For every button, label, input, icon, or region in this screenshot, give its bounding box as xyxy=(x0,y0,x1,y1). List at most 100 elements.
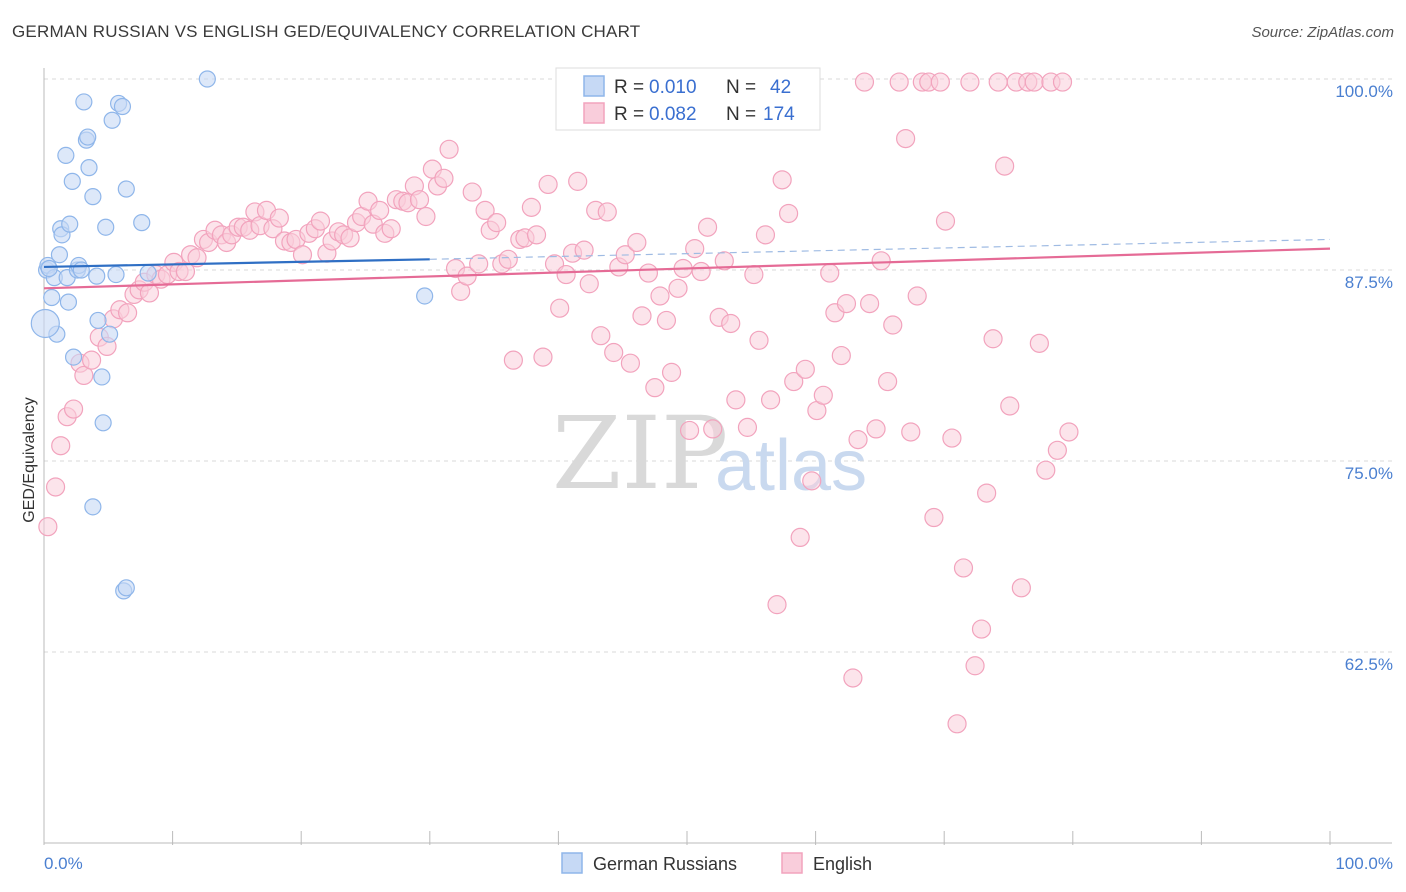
english-point xyxy=(971,619,992,639)
english-point xyxy=(703,419,723,439)
german-russian-point xyxy=(133,214,151,232)
english-point xyxy=(632,306,652,326)
german-russian-point xyxy=(107,265,125,284)
german-russian-points xyxy=(30,70,434,600)
german-russian-point xyxy=(139,264,157,282)
legend-r-label-1: R = xyxy=(614,77,644,98)
chart-title: GERMAN RUSSIAN VS ENGLISH GED/EQUIVALENC… xyxy=(12,22,641,41)
english-point xyxy=(714,251,734,271)
german-russian-point xyxy=(94,414,112,432)
english-point xyxy=(51,436,71,456)
y-tick-label: 100.0% xyxy=(1335,82,1393,101)
english-point xyxy=(848,430,868,450)
english-point xyxy=(726,390,746,410)
watermark-atlas: atlas xyxy=(715,426,867,506)
english-point xyxy=(292,245,313,265)
german-russian-trend-line xyxy=(43,258,430,269)
axes xyxy=(43,68,1392,845)
english-point xyxy=(778,203,799,224)
english-point xyxy=(645,378,665,398)
y-tick-label: 75.0% xyxy=(1345,464,1393,483)
legend-n-label-2: N = xyxy=(726,104,756,125)
english-point xyxy=(836,294,857,314)
english-point xyxy=(988,72,1008,92)
english-point xyxy=(597,202,617,222)
english-point xyxy=(187,248,207,268)
german-russian-point xyxy=(43,288,61,307)
english-point xyxy=(498,249,518,269)
german-russian-point xyxy=(117,180,135,198)
english-point xyxy=(574,240,594,260)
english-point xyxy=(604,342,624,363)
english-point xyxy=(721,313,741,334)
german-russian-point xyxy=(113,97,132,116)
english-point xyxy=(755,225,776,245)
bottom-legend-label-german-russians: German Russians xyxy=(593,854,737,874)
english-point xyxy=(409,190,430,210)
watermark-zip: ZIP xyxy=(552,395,728,512)
series-legend: German Russians English xyxy=(561,852,872,874)
english-point xyxy=(439,139,459,159)
english-point xyxy=(538,174,558,195)
english-point xyxy=(1024,72,1044,92)
x-tick-labels: 0.0% 100.0% xyxy=(44,854,1393,873)
english-point xyxy=(550,298,570,318)
german-russian-point xyxy=(117,579,135,597)
english-point xyxy=(579,274,599,294)
english-point xyxy=(860,294,880,314)
english-point xyxy=(526,225,547,245)
english-point xyxy=(627,232,647,253)
english-point xyxy=(744,264,764,285)
english-point xyxy=(930,72,950,92)
y-tick-labels: 62.5% 75.0% 87.5% 100.0% xyxy=(1335,82,1393,674)
english-point xyxy=(656,310,677,331)
english-point xyxy=(820,263,840,283)
english-point xyxy=(995,156,1015,176)
german-russian-point xyxy=(61,215,79,233)
trend-lines xyxy=(43,238,1331,290)
german-russian-point xyxy=(100,325,119,343)
english-point xyxy=(691,261,711,282)
english-point xyxy=(983,329,1003,349)
stats-legend: R = 0.010 N = 42 R = 0.082 N = 174 xyxy=(555,67,821,131)
legend-r-value-2: 0.082 xyxy=(649,104,697,125)
english-point xyxy=(960,72,980,92)
english-point xyxy=(381,219,401,239)
english-point xyxy=(620,353,641,373)
english-point xyxy=(813,385,833,405)
english-point xyxy=(38,517,58,537)
bottom-legend-swatch-pink xyxy=(781,852,803,874)
german-russian-point xyxy=(57,146,75,164)
english-point xyxy=(790,527,810,548)
english-point xyxy=(1059,422,1079,442)
german-russian-point xyxy=(97,218,115,236)
german-russian-point xyxy=(84,498,102,516)
english-point xyxy=(907,286,927,306)
german-russian-point xyxy=(198,70,216,88)
english-point xyxy=(965,656,985,676)
english-point xyxy=(866,419,886,439)
german-russian-point xyxy=(416,287,434,305)
german-russian-point xyxy=(75,93,93,111)
english-point xyxy=(685,239,705,259)
english-point xyxy=(45,477,66,497)
english-point xyxy=(668,278,688,298)
english-point xyxy=(947,714,967,734)
legend-swatch-pink xyxy=(583,102,605,124)
bottom-legend-label-english: English xyxy=(813,854,872,874)
german-russian-point xyxy=(103,111,121,129)
english-point xyxy=(117,303,138,323)
english-point xyxy=(802,471,822,491)
english-point xyxy=(661,362,682,382)
german-russian-point xyxy=(93,368,111,386)
english-point xyxy=(795,359,815,379)
german-russian-point xyxy=(80,159,98,177)
english-point xyxy=(1036,460,1056,480)
english-point xyxy=(556,264,576,285)
english-point xyxy=(469,254,489,274)
german-russian-point xyxy=(40,259,58,278)
bottom-legend-swatch-blue xyxy=(561,852,583,874)
y-tick-label: 62.5% xyxy=(1345,655,1393,674)
german-russian-point xyxy=(64,348,83,366)
